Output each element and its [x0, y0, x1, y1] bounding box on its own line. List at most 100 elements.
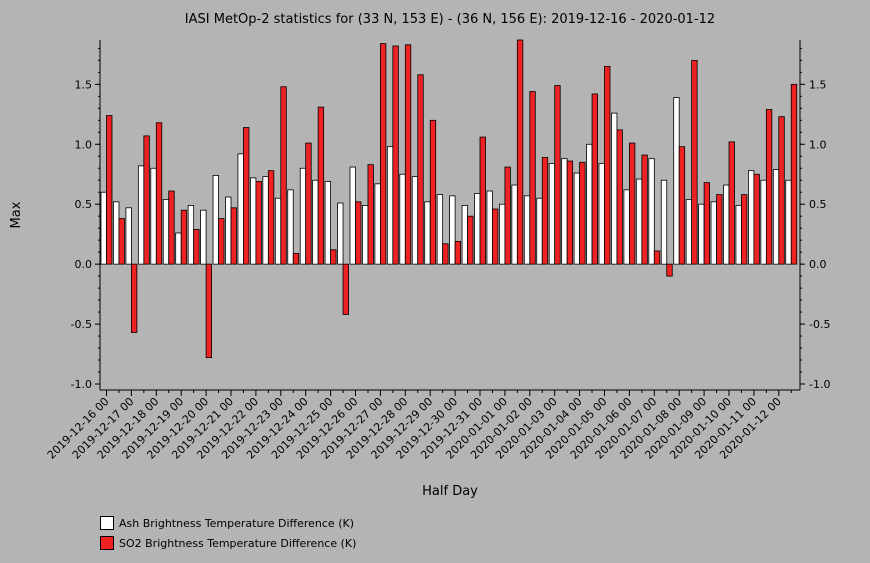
bar-so2: [168, 190, 175, 265]
bar-ash: [113, 201, 120, 265]
bar-ash: [611, 112, 618, 265]
bar-so2: [529, 91, 536, 265]
bar-so2: [442, 243, 449, 265]
bar-so2: [765, 109, 773, 265]
bar-so2: [554, 85, 561, 265]
y-axis-label: Max: [9, 201, 24, 228]
bar-ash: [399, 173, 406, 265]
bar-ash: [374, 183, 381, 265]
y-tick-label-right: 1.5: [809, 78, 827, 91]
bar-ash: [212, 175, 219, 265]
bar-so2: [579, 161, 586, 265]
bar-so2: [653, 250, 661, 265]
bar-ash: [187, 205, 195, 265]
y-tick-label-right: -0.5: [809, 318, 830, 331]
bar-ash: [511, 184, 518, 265]
bar-ash: [100, 191, 107, 265]
bar-ash: [200, 209, 207, 265]
bar-so2: [516, 39, 524, 265]
bar-ash: [486, 190, 493, 265]
bar-so2: [429, 119, 437, 265]
y-tick-label-right: -1.0: [809, 378, 830, 391]
bar-so2: [280, 86, 287, 265]
bar-so2: [467, 215, 474, 265]
bar-ash: [648, 158, 655, 265]
bar-ash: [623, 189, 630, 265]
bar-so2: [541, 157, 549, 265]
bar-ash: [523, 195, 531, 265]
bar-ash: [362, 205, 369, 265]
bar-ash: [673, 97, 680, 265]
bar-so2: [703, 182, 710, 265]
bar-so2: [616, 129, 623, 265]
bar-ash: [175, 232, 182, 265]
bar-so2: [255, 181, 262, 265]
bar-so2: [143, 135, 150, 265]
bar-so2: [342, 263, 349, 315]
bar-ash: [586, 143, 593, 265]
axes: [95, 40, 805, 396]
legend-swatch-so2: [100, 536, 114, 550]
bar-so2: [230, 207, 237, 265]
legend-swatch-ash: [100, 516, 114, 530]
bar-so2: [678, 146, 686, 265]
bar-ash: [635, 178, 643, 265]
bar-so2: [504, 166, 511, 265]
bar-ash: [735, 205, 742, 265]
bar-ash: [287, 189, 294, 265]
bar-ash: [498, 203, 506, 265]
bar-ash: [299, 167, 307, 265]
y-tick-label-left: 0.5: [75, 198, 93, 211]
bar-so2: [591, 93, 598, 265]
bar-so2: [404, 44, 412, 265]
bar-so2: [479, 136, 486, 265]
bar-so2: [130, 263, 138, 333]
bar-ash: [349, 166, 356, 265]
bar-so2: [566, 160, 574, 265]
bar-so2: [492, 208, 499, 265]
legend-label-ash: Ash Brightness Temperature Difference (K…: [119, 516, 354, 530]
bar-so2: [629, 142, 636, 265]
bar-ash: [785, 179, 792, 265]
bar-so2: [355, 201, 362, 265]
bar-so2: [267, 170, 275, 265]
bar-ash: [386, 146, 394, 265]
bar-ash: [710, 201, 717, 265]
bar-so2: [392, 45, 399, 265]
bar-so2: [379, 43, 387, 265]
bar-so2: [716, 194, 723, 265]
bar-so2: [367, 164, 374, 265]
bar-ash: [760, 179, 767, 265]
x-axis-label: Half Day: [422, 484, 478, 499]
bar-ash: [162, 199, 170, 265]
bar-ash: [461, 205, 468, 265]
bar-so2: [666, 263, 673, 277]
bar-ash: [685, 199, 693, 265]
bar-ash: [312, 179, 319, 265]
y-tick-label-right: 0.5: [809, 198, 827, 211]
bar-so2: [728, 141, 735, 265]
y-tick-label-left: -1.0: [71, 378, 92, 391]
bar-so2: [305, 142, 312, 265]
y-tick-label-right: 1.0: [809, 138, 827, 151]
bar-so2: [118, 218, 125, 265]
bar-so2: [106, 115, 113, 265]
legend: Ash Brightness Temperature Difference (K…: [100, 513, 356, 553]
bars: [100, 39, 798, 359]
legend-label-so2: SO2 Brightness Temperature Difference (K…: [119, 536, 357, 550]
bar-ash: [249, 177, 257, 265]
bar-ash: [698, 203, 705, 265]
bar-ash: [262, 176, 269, 265]
y-tick-label-left: -0.5: [71, 318, 92, 331]
bar-so2: [243, 127, 250, 265]
bar-ash: [125, 207, 132, 265]
bar-so2: [454, 240, 462, 265]
bar-so2: [292, 252, 300, 265]
bar-ash: [424, 201, 431, 265]
bar-so2: [205, 263, 213, 359]
bar-so2: [741, 194, 748, 265]
bar-ash: [748, 170, 755, 265]
bar-ash: [274, 197, 282, 265]
bar-ash: [573, 172, 580, 265]
